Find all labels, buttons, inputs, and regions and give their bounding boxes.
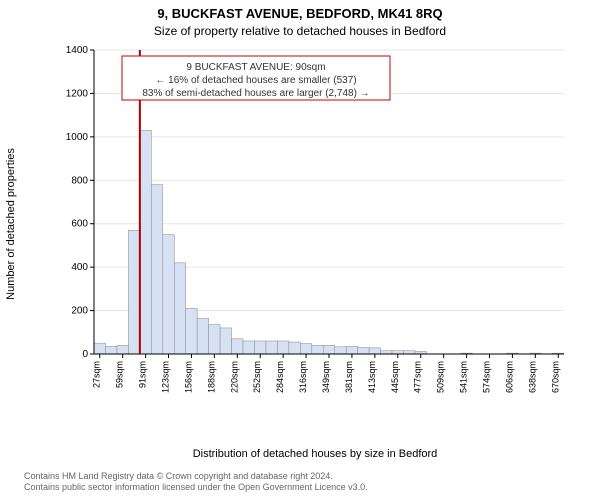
svg-text:381sqm: 381sqm xyxy=(344,361,354,393)
svg-text:541sqm: 541sqm xyxy=(459,361,469,393)
svg-text:1000: 1000 xyxy=(66,132,89,143)
svg-text:220sqm: 220sqm xyxy=(229,361,239,393)
svg-text:83% of semi-detached houses ar: 83% of semi-detached houses are larger (… xyxy=(142,88,369,99)
svg-text:574sqm: 574sqm xyxy=(481,361,491,393)
svg-text:← 16% of detached houses are s: ← 16% of detached houses are smaller (53… xyxy=(155,75,356,86)
svg-text:477sqm: 477sqm xyxy=(413,361,423,393)
svg-text:200: 200 xyxy=(71,306,88,317)
svg-text:188sqm: 188sqm xyxy=(206,361,216,393)
svg-text:413sqm: 413sqm xyxy=(367,361,377,393)
svg-text:445sqm: 445sqm xyxy=(390,361,400,393)
svg-text:400: 400 xyxy=(71,262,88,273)
attribution-line-2: Contains public sector information licen… xyxy=(24,482,588,494)
svg-text:0: 0 xyxy=(82,349,88,360)
svg-text:1200: 1200 xyxy=(66,88,89,99)
svg-text:1400: 1400 xyxy=(66,45,89,56)
figure-container: 9, BUCKFAST AVENUE, BEDFORD, MK41 8RQ Si… xyxy=(0,0,600,500)
svg-text:252sqm: 252sqm xyxy=(252,361,262,393)
svg-text:600: 600 xyxy=(71,219,88,230)
svg-text:91sqm: 91sqm xyxy=(138,361,148,388)
svg-text:800: 800 xyxy=(71,175,88,186)
chart-svg: 0 200 400 600 800 1000 1200 1400 27sqm 59sqm 91sqm… xyxy=(60,44,570,404)
svg-text:9 BUCKFAST AVENUE: 90sqm: 9 BUCKFAST AVENUE: 90sqm xyxy=(186,62,325,73)
svg-text:123sqm: 123sqm xyxy=(161,361,171,393)
figure-title: 9, BUCKFAST AVENUE, BEDFORD, MK41 8RQ xyxy=(0,6,600,21)
svg-text:638sqm: 638sqm xyxy=(527,361,537,393)
svg-text:509sqm: 509sqm xyxy=(436,361,446,393)
y-axis-label: Number of detached properties xyxy=(4,44,18,404)
svg-text:156sqm: 156sqm xyxy=(183,361,193,393)
svg-text:27sqm: 27sqm xyxy=(92,361,102,388)
plot-area: 0 200 400 600 800 1000 1200 1400 27sqm 59sqm 91sqm… xyxy=(60,44,570,404)
attribution-text: Contains HM Land Registry data © Crown c… xyxy=(24,471,588,494)
svg-text:349sqm: 349sqm xyxy=(321,361,331,393)
svg-text:316sqm: 316sqm xyxy=(298,361,308,393)
svg-text:284sqm: 284sqm xyxy=(275,361,285,393)
svg-text:670sqm: 670sqm xyxy=(550,361,560,393)
svg-text:606sqm: 606sqm xyxy=(504,361,514,393)
attribution-line-1: Contains HM Land Registry data © Crown c… xyxy=(24,471,588,483)
svg-text:59sqm: 59sqm xyxy=(115,361,125,388)
figure-subtitle: Size of property relative to detached ho… xyxy=(0,24,600,38)
x-axis-label: Distribution of detached houses by size … xyxy=(60,448,570,460)
